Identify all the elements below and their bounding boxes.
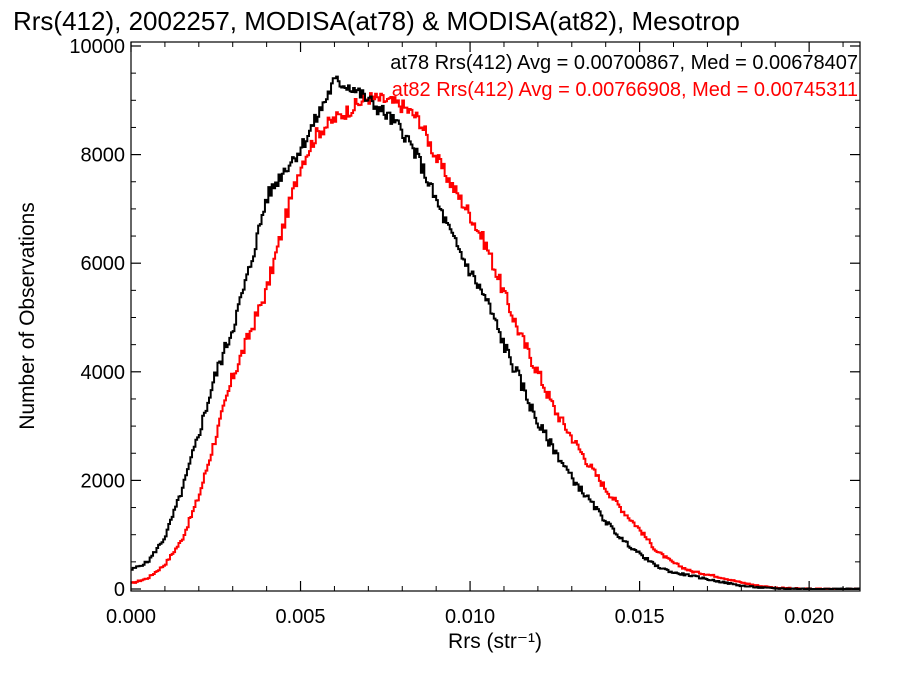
y-tick-label: 4000 [81,362,126,384]
plot-frame [130,41,861,592]
x-tick-label: 0.005 [276,606,326,628]
y-axis-label: Number of Observations [16,202,39,430]
series-at82 [131,92,860,590]
x-axis: 0.000 0.005 0.010 0.015 0.020 [106,42,844,628]
x-axis-label: Rrs (str⁻¹) [448,630,542,653]
series-at78 [131,75,860,590]
x-tick-label: 0.010 [445,606,495,628]
series-line-at82 [131,92,860,590]
y-tick-label: 0 [114,579,125,601]
x-tick-label: 0.020 [784,606,834,628]
y-axis: 0 2000 4000 6000 8000 10000 [69,36,860,601]
y-tick-label: 6000 [81,253,126,275]
y-tick-label: 2000 [81,470,126,492]
y-tick-label: 8000 [81,145,126,167]
series-line-at78 [131,75,860,590]
x-tick-label: 0.000 [106,606,156,628]
legend-entry-at78: at78 Rrs(412) Avg = 0.00700867, Med = 0.… [390,52,858,74]
legend-entry-at82: at82 Rrs(412) Avg = 0.00766908, Med = 0.… [392,79,858,101]
x-tick-label: 0.015 [615,606,665,628]
chart-title: Rrs(412), 2002257, MODISA(at78) & MODISA… [13,6,740,36]
y-tick-label: 10000 [69,36,125,58]
